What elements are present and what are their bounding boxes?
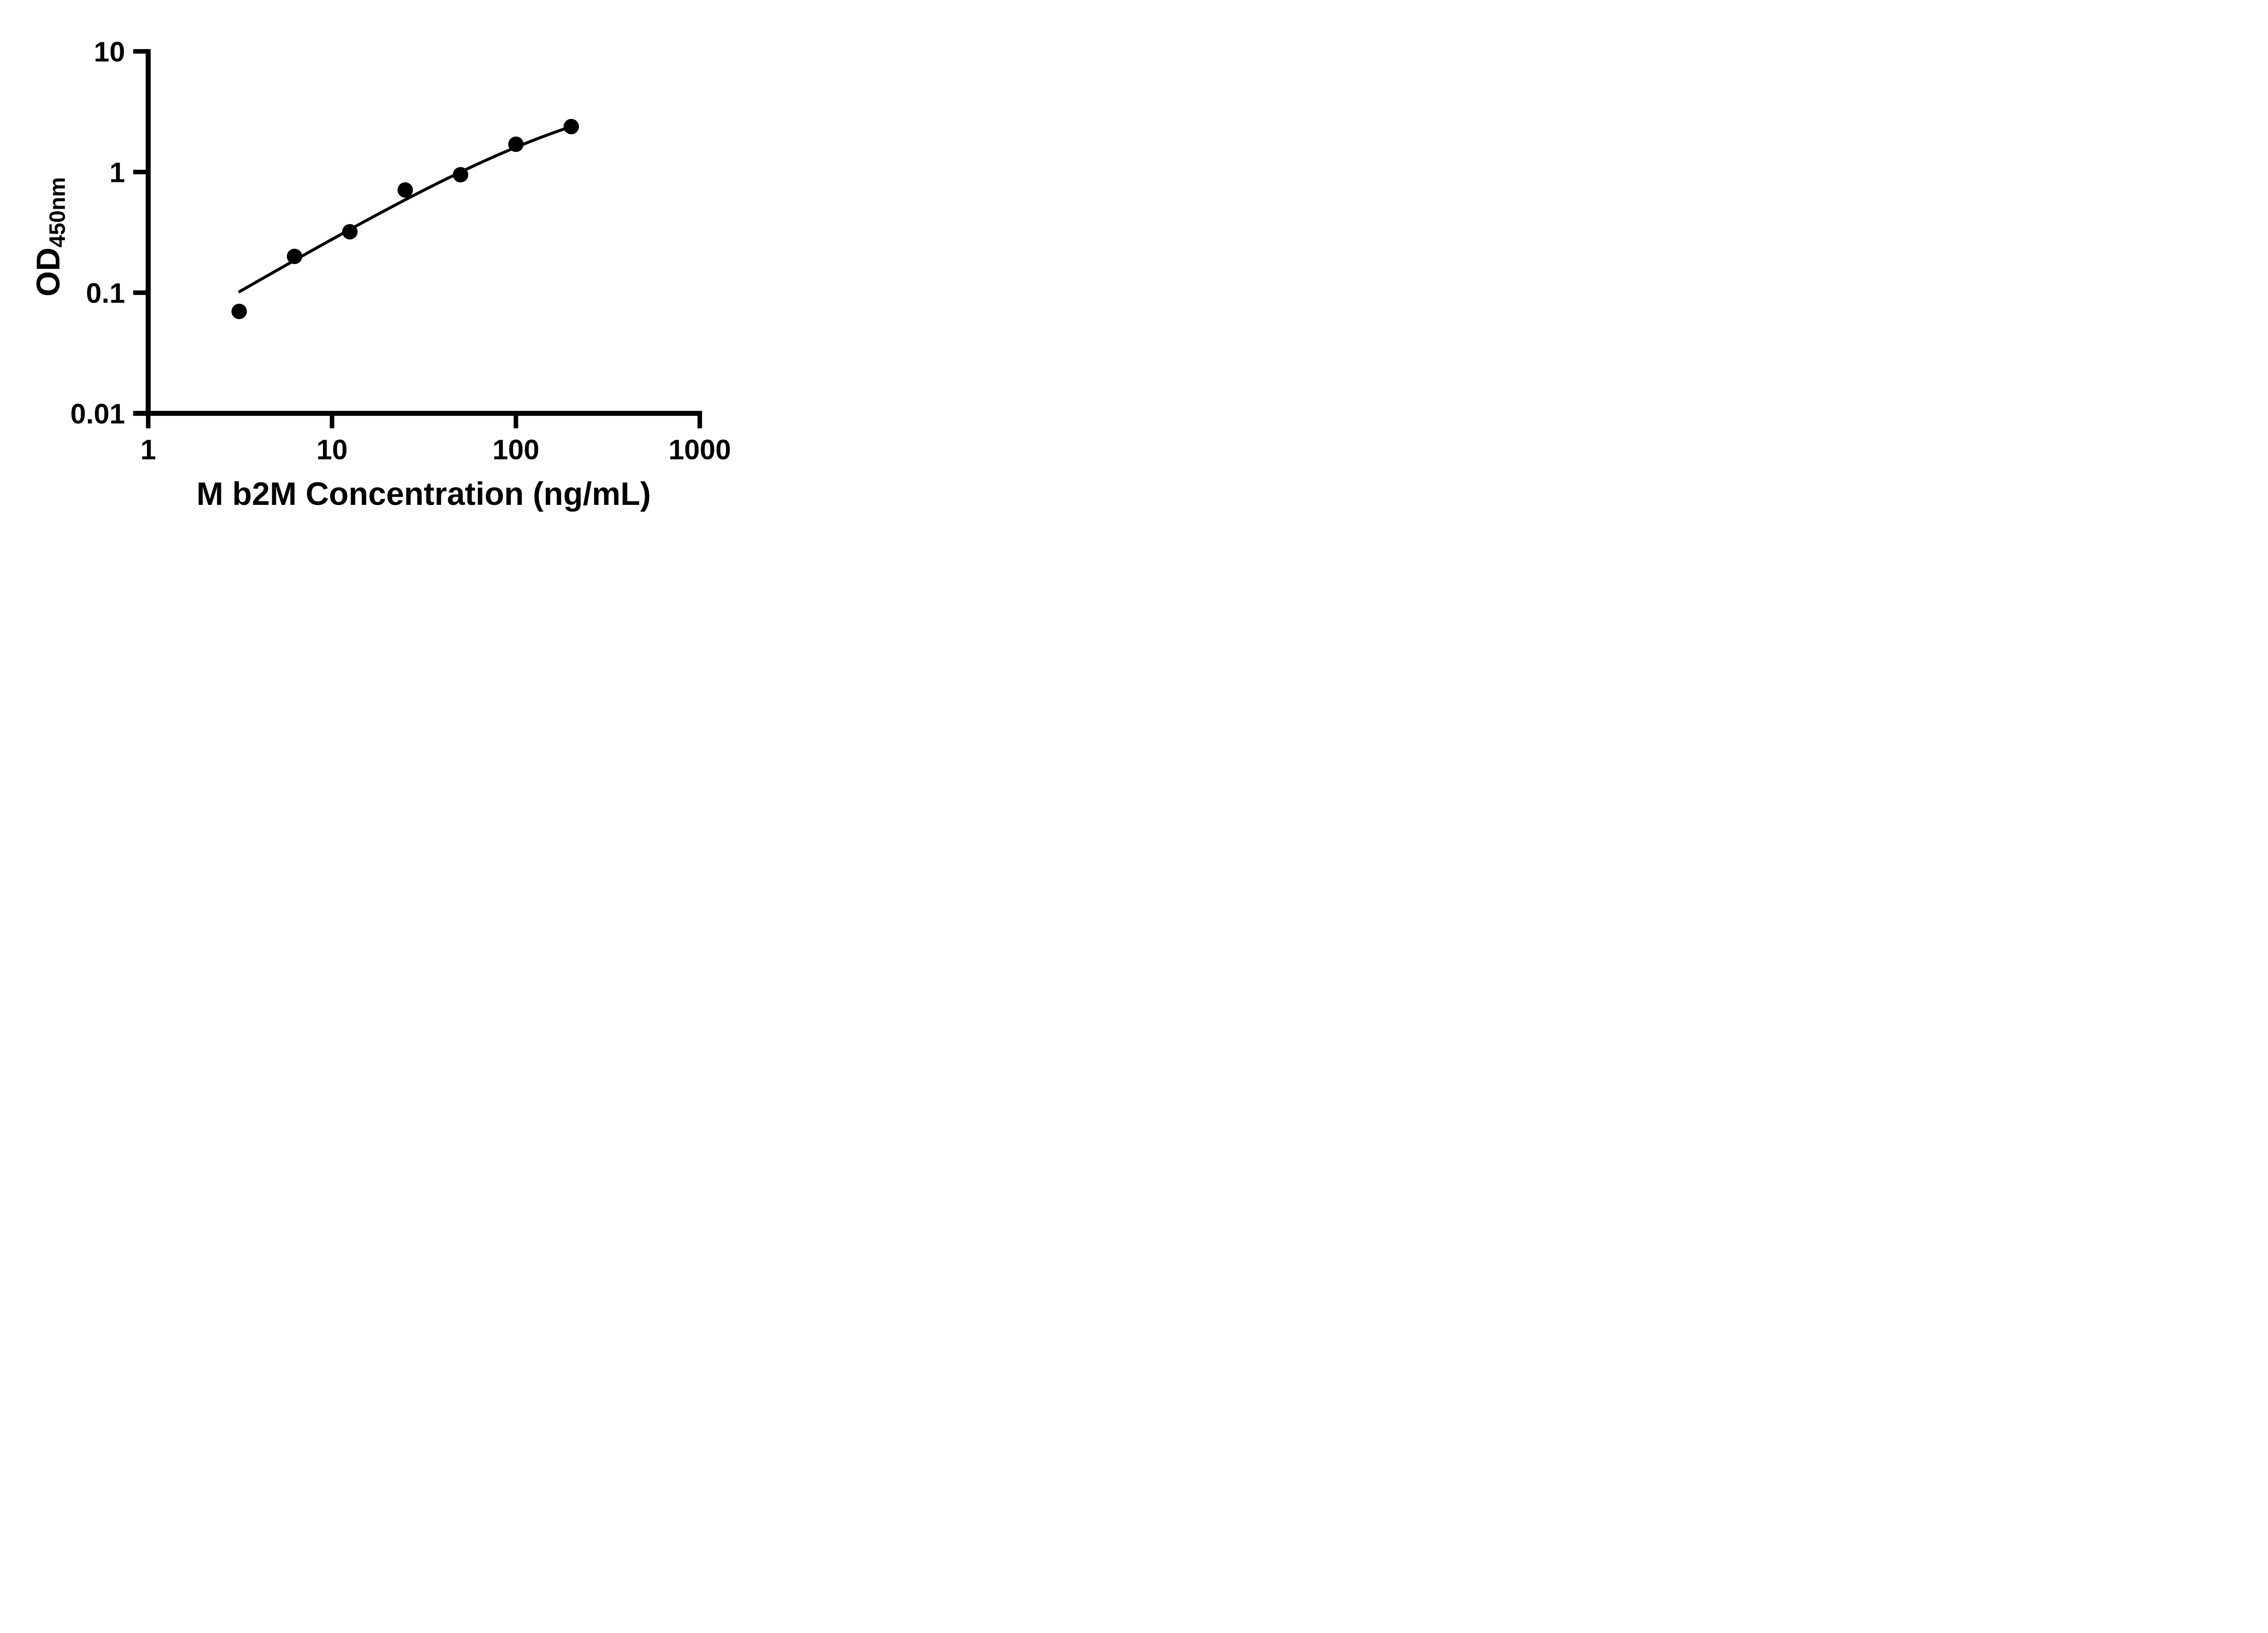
x-tick-label: 10 [317, 434, 348, 465]
y-axis-title-main: OD [30, 248, 67, 297]
data-point [342, 224, 358, 240]
y-tick-label: 0.1 [86, 278, 125, 309]
data-point [508, 137, 524, 152]
standard-curve-chart: 10 1 0.1 0.01 1 10 100 1000 M b2M Concentration… [30, 36, 731, 512]
data-point [453, 167, 469, 183]
elisa-standard-curve-figure: 10 1 0.1 0.01 1 10 100 1000 M b2M Concentration… [0, 0, 776, 544]
x-tick-label: 100 [493, 434, 539, 465]
data-point [231, 303, 247, 319]
y-tick-label: 0.01 [70, 398, 125, 430]
y-tick-label: 10 [94, 36, 125, 68]
y-axis-title-sub: 450nm [45, 177, 70, 247]
fit-curve-line [238, 125, 572, 294]
plot-area: 10 1 0.1 0.01 1 10 100 1000 [70, 36, 731, 465]
y-axis-title: OD450nm [30, 177, 70, 296]
y-tick-label: 1 [109, 157, 125, 188]
data-point [563, 119, 579, 135]
x-tick-label: 1000 [669, 434, 731, 465]
x-tick-label: 1 [140, 434, 156, 465]
data-point [287, 249, 303, 264]
data-point [397, 182, 413, 198]
x-axis-title: M b2M Concentration (ng/mL) [196, 476, 651, 512]
